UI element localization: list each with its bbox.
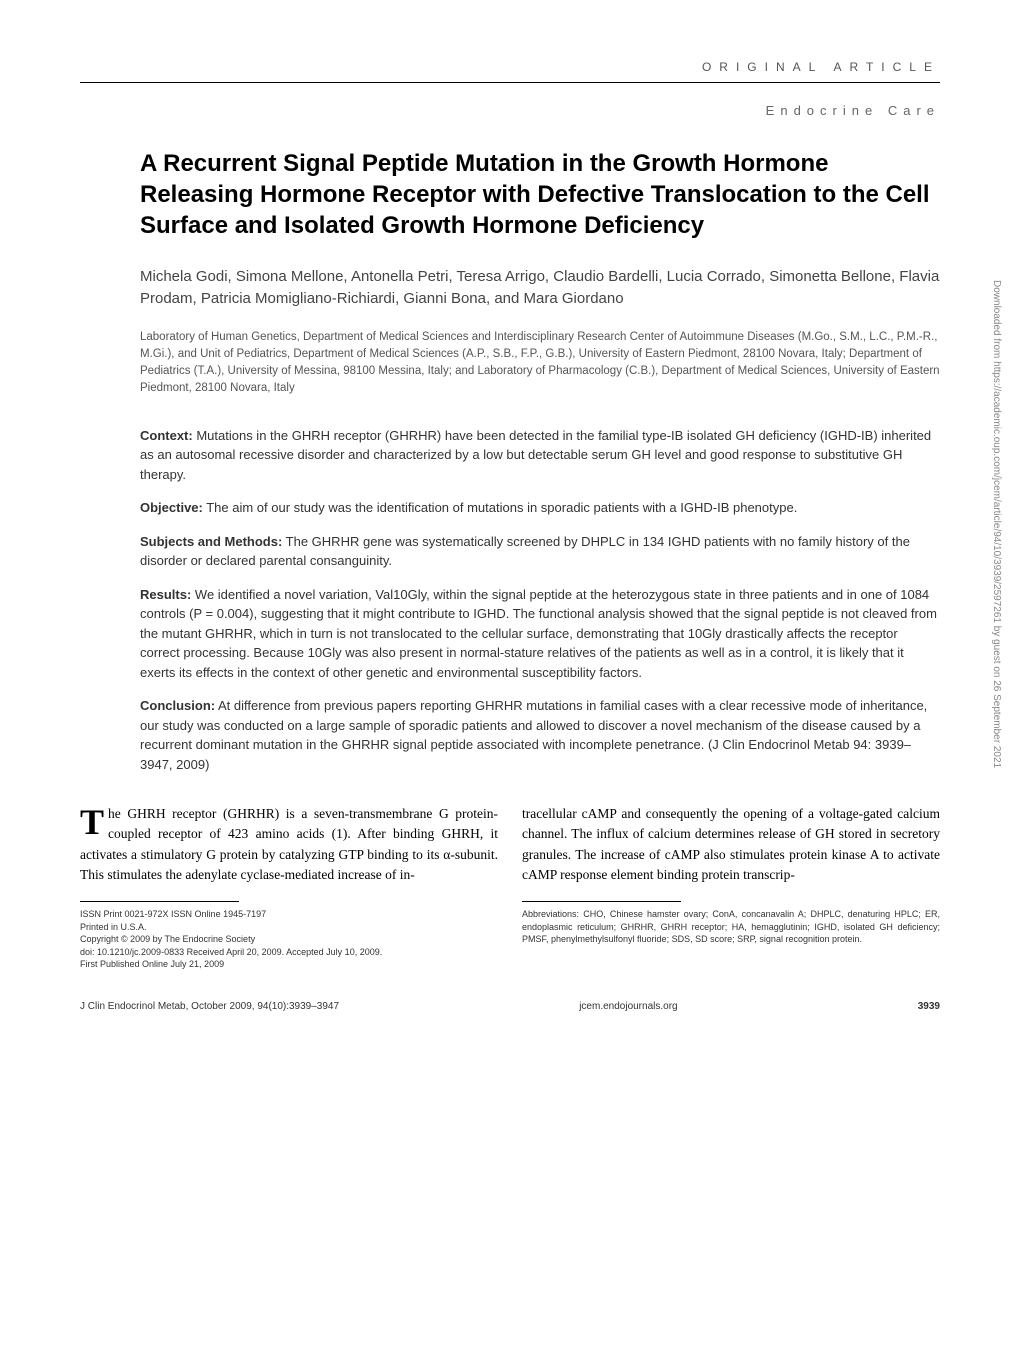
footnote-left: ISSN Print 0021-972X ISSN Online 1945-71… — [80, 908, 498, 971]
article-type-label: ORIGINAL ARTICLE — [80, 60, 940, 74]
objective-text: The aim of our study was the identificat… — [203, 500, 797, 515]
methods-label: Subjects and Methods: — [140, 534, 282, 549]
download-watermark: Downloaded from https://academic.oup.com… — [991, 280, 1002, 768]
abstract-objective: Objective: The aim of our study was the … — [140, 498, 940, 518]
body-columns: The GHRH receptor (GHRHR) is a seven-tra… — [80, 804, 940, 971]
page-number: 3939 — [918, 1001, 940, 1012]
author-list: Michela Godi, Simona Mellone, Antonella … — [80, 266, 940, 311]
page-container: ORIGINAL ARTICLE Endocrine Care A Recurr… — [0, 0, 1020, 1052]
body-paragraph-2: tracellular cAMP and consequently the op… — [522, 804, 940, 885]
article-subtype: Endocrine Care — [80, 103, 940, 118]
objective-label: Objective: — [140, 500, 203, 515]
affiliations: Laboratory of Human Genetics, Department… — [80, 329, 940, 398]
footer-journal-info: J Clin Endocrinol Metab, October 2009, 9… — [80, 1001, 339, 1012]
body-paragraph-1: The GHRH receptor (GHRHR) is a seven-tra… — [80, 804, 498, 885]
conclusion-label: Conclusion: — [140, 698, 215, 713]
abstract-conclusion: Conclusion: At difference from previous … — [140, 696, 940, 774]
context-text: Mutations in the GHRH receptor (GHRHR) h… — [140, 428, 931, 482]
article-title: A Recurrent Signal Peptide Mutation in t… — [80, 148, 940, 242]
abstract-block: Context: Mutations in the GHRH receptor … — [80, 426, 940, 775]
header-divider — [80, 82, 940, 83]
column-right: tracellular cAMP and consequently the op… — [522, 804, 940, 971]
abstract-context: Context: Mutations in the GHRH receptor … — [140, 426, 940, 485]
context-label: Context: — [140, 428, 193, 443]
footnote-divider-right — [522, 901, 681, 902]
abstract-methods: Subjects and Methods: The GHRHR gene was… — [140, 532, 940, 571]
abstract-results: Results: We identified a novel variation… — [140, 585, 940, 683]
footnote-divider-left — [80, 901, 239, 902]
conclusion-text: At difference from previous papers repor… — [140, 698, 927, 772]
results-label: Results: — [140, 587, 191, 602]
column-left: The GHRH receptor (GHRHR) is a seven-tra… — [80, 804, 498, 971]
results-text: We identified a novel variation, Val10Gl… — [140, 587, 937, 680]
page-footer: J Clin Endocrinol Metab, October 2009, 9… — [80, 1001, 940, 1012]
dropcap: T — [80, 804, 108, 838]
footnote-right: Abbreviations: CHO, Chinese hamster ovar… — [522, 908, 940, 946]
footer-url: jcem.endojournals.org — [579, 1001, 677, 1012]
col1-text: he GHRH receptor (GHRHR) is a seven-tran… — [80, 806, 498, 882]
